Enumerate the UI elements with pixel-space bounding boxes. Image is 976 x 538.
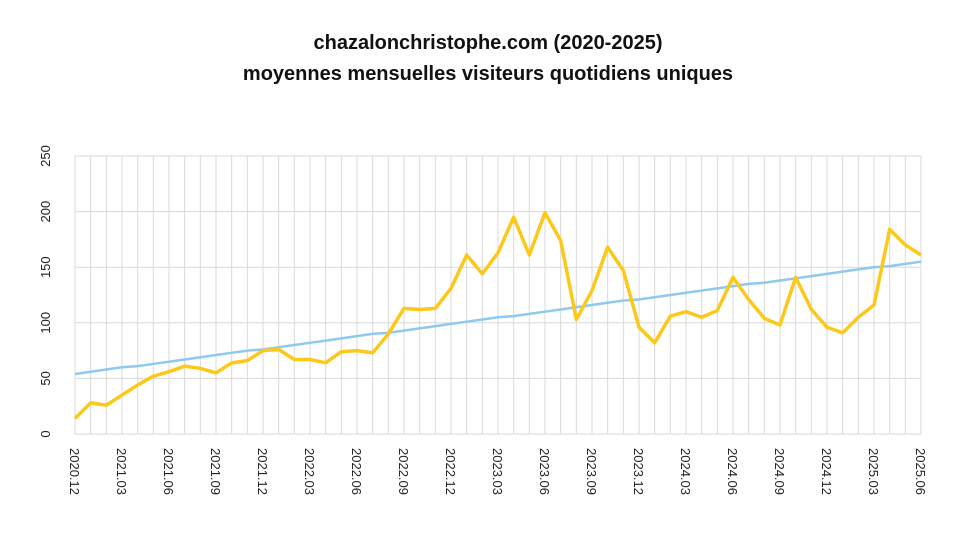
- chart-title: chazalonchristophe.com (2020-2025): [313, 32, 662, 54]
- x-tick-label: 2024.12: [819, 448, 834, 495]
- trend-line: [74, 260, 922, 376]
- x-tick-label: 2020.12: [67, 448, 82, 495]
- y-tick-label: 200: [38, 201, 53, 223]
- x-tick-label: 2023.06: [537, 448, 552, 495]
- x-tick-label: 2021.09: [208, 448, 223, 495]
- y-tick-label: 100: [38, 312, 53, 334]
- y-tick-label: 50: [38, 371, 53, 385]
- x-tick-label: 2025.06: [913, 448, 928, 495]
- x-tick-label: 2023.03: [490, 448, 505, 495]
- x-tick-label: 2021.06: [161, 448, 176, 495]
- y-tick-label: 150: [38, 256, 53, 278]
- chart-subtitle: moyennes mensuelles visiteurs quotidiens…: [243, 63, 733, 85]
- data-line: [73, 210, 922, 420]
- x-tick-label: 2023.09: [584, 448, 599, 495]
- y-tick-label: 250: [38, 145, 53, 167]
- y-tick-label: 0: [38, 430, 53, 437]
- x-tick-label: 2024.06: [725, 448, 740, 495]
- x-tick-label: 2022.06: [349, 448, 364, 495]
- x-tick-label: 2024.09: [772, 448, 787, 495]
- x-tick-label: 2022.09: [396, 448, 411, 495]
- x-tick-label: 2022.12: [443, 448, 458, 495]
- plot: [73, 210, 922, 420]
- x-tick-label: 2021.03: [114, 448, 129, 495]
- x-tick-label: 2025.03: [866, 448, 881, 495]
- x-tick-label: 2024.03: [678, 448, 693, 495]
- x-tick-label: 2023.12: [631, 448, 646, 495]
- x-tick-label: 2021.12: [255, 448, 270, 495]
- x-tick-label: 2022.03: [302, 448, 317, 495]
